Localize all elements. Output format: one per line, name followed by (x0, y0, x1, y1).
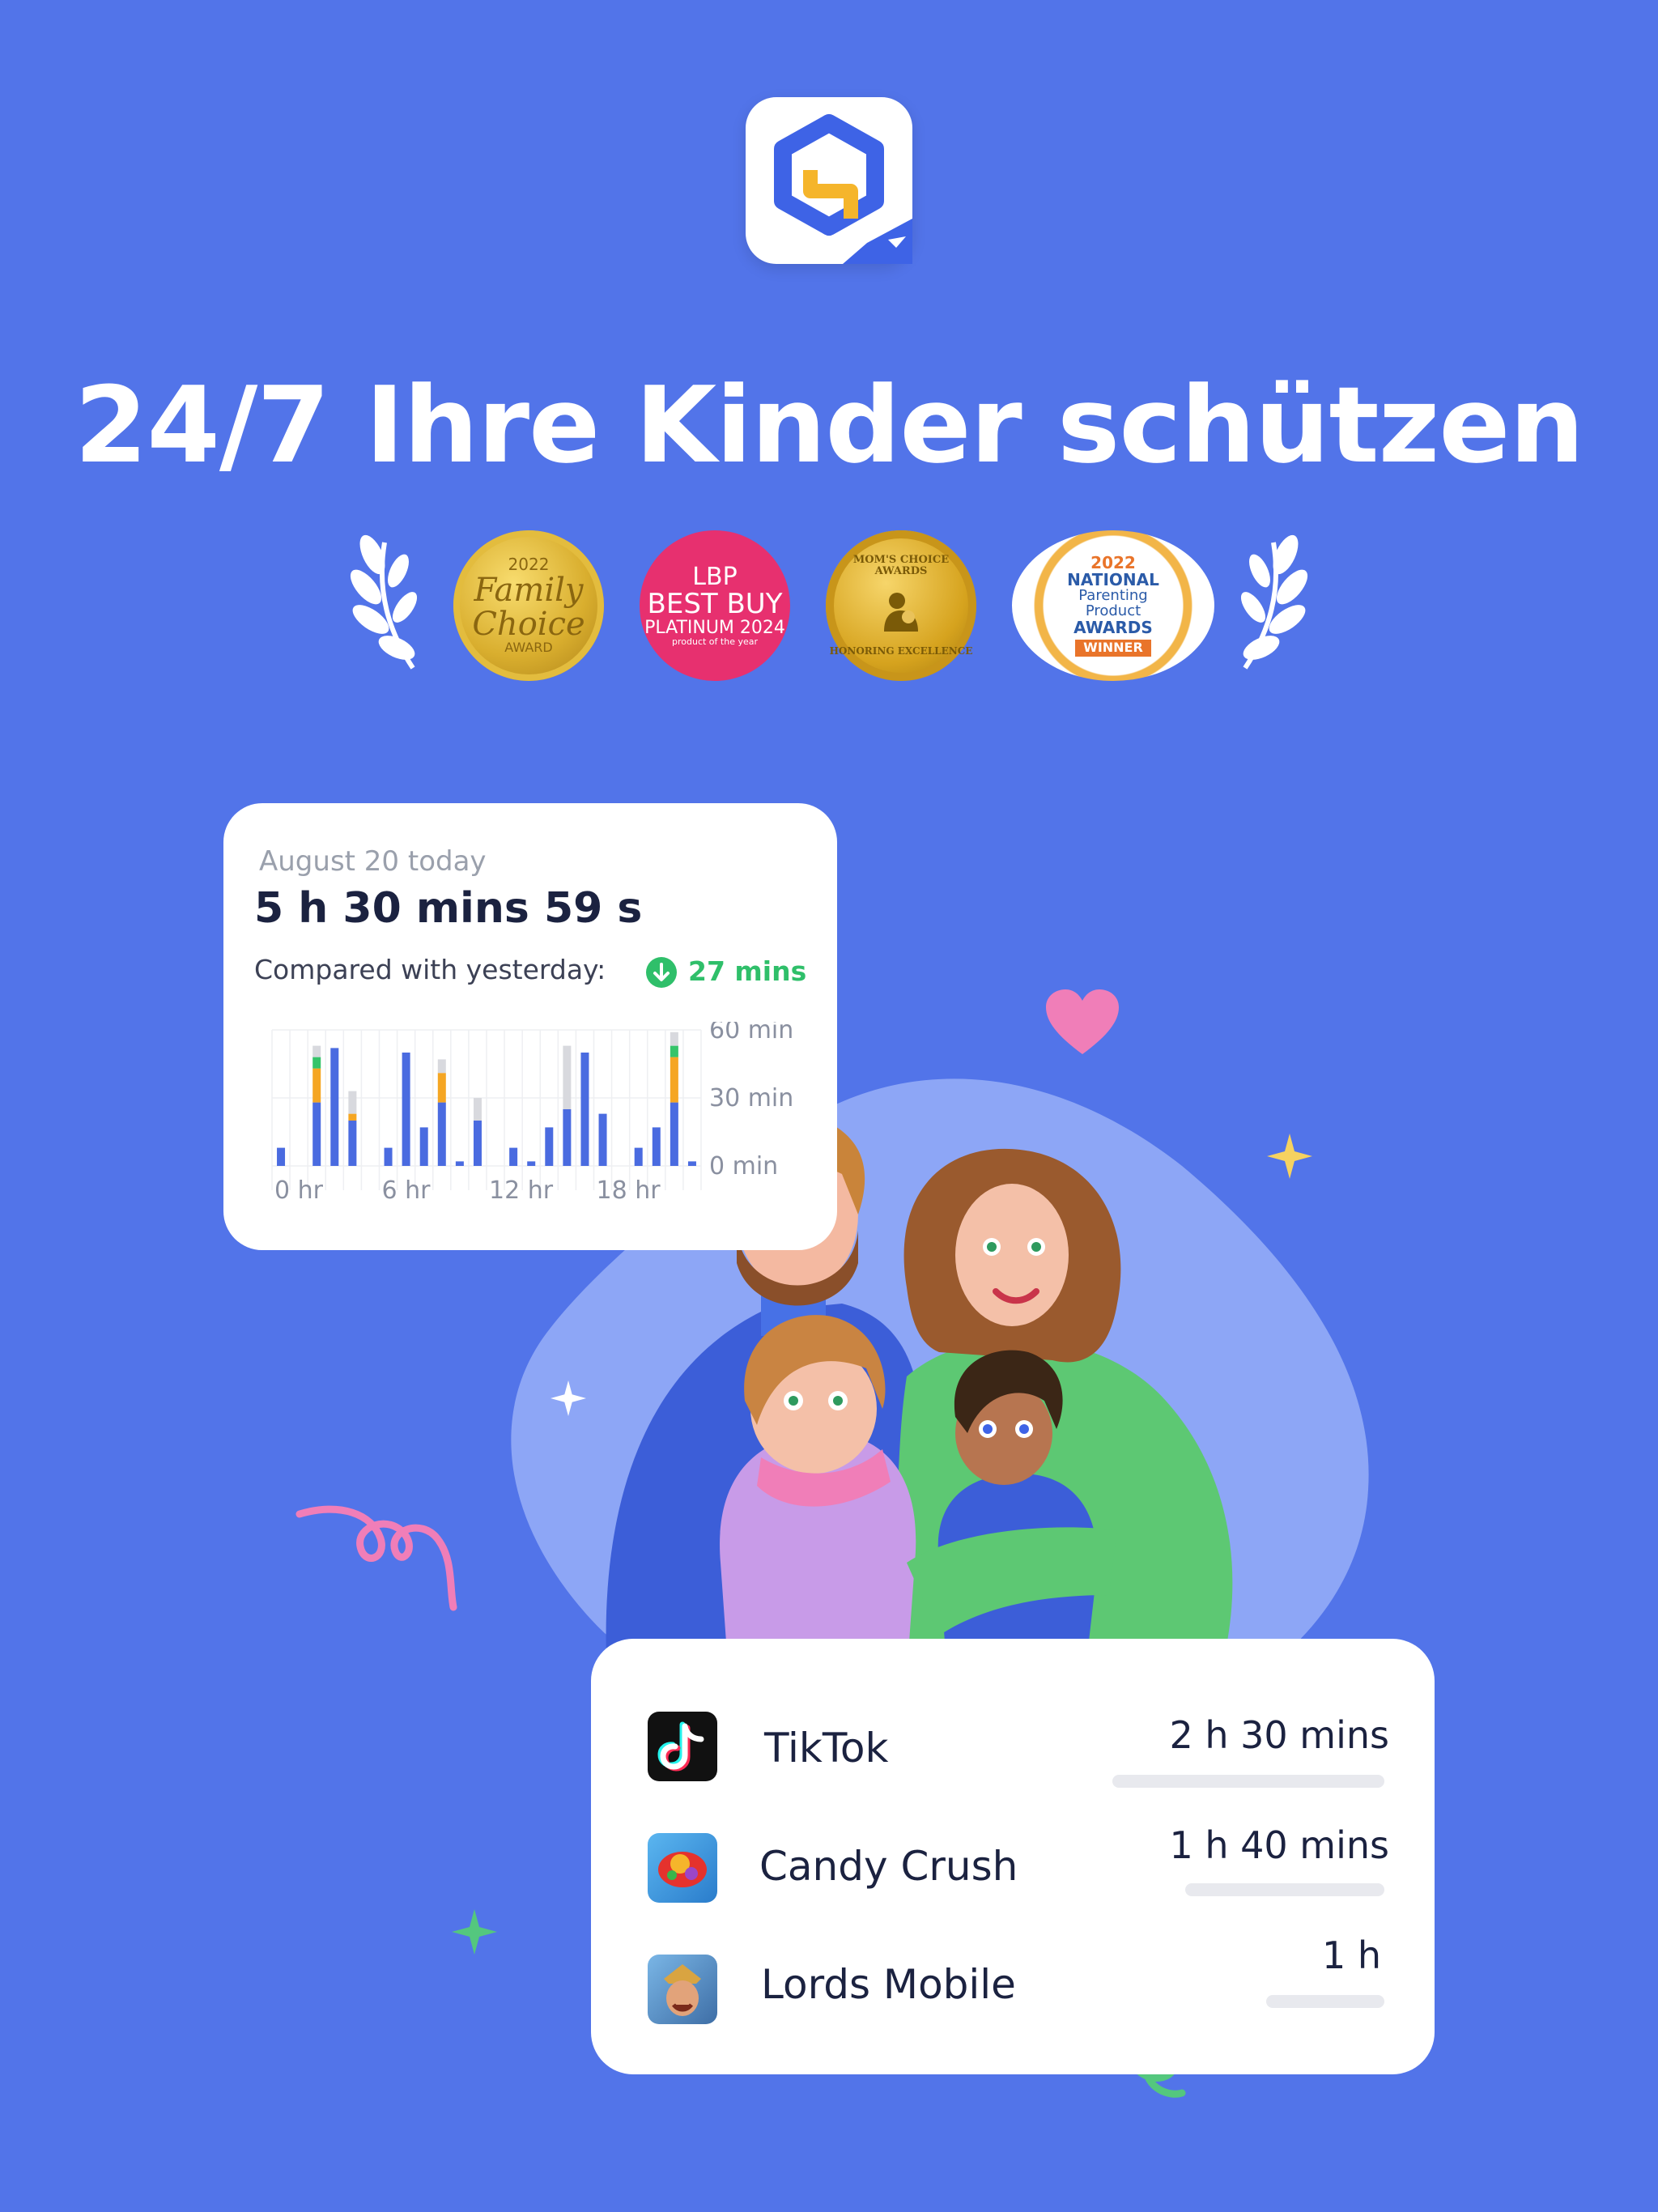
squiggle-pink-icon (295, 1505, 457, 1611)
chart-bar (348, 1113, 357, 1121)
chart-y-tick-label: 0 min (709, 1152, 778, 1180)
stats-compare-label: Compared with yesterday: (254, 954, 606, 985)
chart-bar (670, 1057, 678, 1103)
chart-bar (563, 1045, 572, 1109)
chart-bar (312, 1057, 321, 1069)
chart-bar (598, 1113, 607, 1166)
laurel-left-icon (350, 534, 418, 670)
chart-bar (670, 1032, 678, 1046)
mother-child-icon (884, 593, 918, 632)
sparkle-green-icon (452, 1909, 497, 1955)
chart-bar (545, 1127, 554, 1166)
stats-total-time: 5 h 30 mins 59 s (254, 884, 643, 933)
chart-bar (312, 1102, 321, 1166)
app-logo (746, 97, 912, 264)
app-usage-bar (1185, 1883, 1384, 1896)
app-name-tiktok: TikTok (764, 1725, 889, 1772)
chart-bar (437, 1102, 446, 1166)
award-line: AWARDS (1073, 617, 1153, 637)
chart-bar (473, 1098, 482, 1121)
chart-bar (563, 1109, 572, 1166)
award-line: Product (1085, 602, 1141, 620)
candy-crush-icon (648, 1833, 717, 1903)
app-name-lords-mobile: Lords Mobile (761, 1961, 1016, 2008)
chart-bar (330, 1048, 339, 1166)
award-line: MOM'S CHOICE AWARDS (852, 554, 950, 577)
sparkle-yellow-icon (1267, 1134, 1312, 1179)
chart-bar (312, 1045, 321, 1057)
chart-y-tick-label: 30 min (709, 1084, 793, 1112)
chart-y-tick-label: 60 min (709, 1022, 793, 1044)
award-line: Choice (472, 606, 585, 644)
chart-bar (455, 1161, 464, 1166)
app-usage-bar (1266, 1995, 1384, 2008)
laurel-right-icon (1240, 534, 1308, 670)
chart-x-tick-label: 6 hr (382, 1176, 432, 1205)
award-year: 2022 (508, 555, 550, 575)
award-line: product of the year (672, 636, 758, 648)
arrow-down-icon (646, 957, 677, 988)
chart-bar (670, 1102, 678, 1166)
app-usage-card: TikTok 2 h 30 mins Candy Crush 1 h 40 mi… (591, 1639, 1435, 2074)
usage-bar-chart: 60 min 30 min 0 min 0 hr 6 hr 12 hr 18 hr (271, 1022, 793, 1205)
lbp-best-buy-badge: LBP BEST BUY PLATINUM 2024 product of th… (640, 530, 790, 681)
chart-x-tick-label: 0 hr (274, 1176, 324, 1205)
chart-bar (634, 1147, 643, 1166)
award-year: 2022 (1090, 553, 1136, 573)
screen-time-card: August 20 today 5 h 30 mins 59 s Compare… (223, 803, 837, 1250)
chart-bar (437, 1073, 446, 1103)
shield-logo-icon (774, 114, 912, 264)
tiktok-icon (648, 1712, 717, 1781)
chart-bar (473, 1121, 482, 1166)
app-time-lords-mobile: 1 h (1321, 1933, 1381, 1977)
chart-bar (527, 1161, 536, 1166)
chart-bar (277, 1147, 286, 1166)
moms-choice-award-badge: MOM'S CHOICE AWARDS HONORING EXCELLENCE (826, 530, 976, 681)
app-usage-bar (1112, 1775, 1384, 1788)
family-choice-award-badge: 2022 Family Choice AWARD (453, 530, 604, 681)
chart-bar (384, 1147, 393, 1166)
chart-x-tick-label: 12 hr (489, 1176, 554, 1205)
award-line: Parenting (1078, 587, 1148, 605)
app-time-candy-crush: 1 h 40 mins (1169, 1823, 1389, 1867)
stats-date: August 20 today (259, 845, 487, 878)
award-line: AWARD (504, 640, 553, 656)
chart-bar (312, 1068, 321, 1103)
award-line: Family (474, 572, 584, 610)
chart-bar (437, 1059, 446, 1074)
award-line: BEST BUY (647, 587, 783, 620)
lords-mobile-icon (648, 1955, 717, 2024)
heart-icon (1046, 989, 1119, 1054)
sparkle-white-icon (551, 1380, 586, 1416)
national-parenting-award-badge: 2022 NATIONAL Parenting Product AWARDS W… (1012, 530, 1214, 681)
stats-compare-value: 27 mins (688, 955, 807, 987)
chart-bar (509, 1147, 518, 1166)
chart-bar (670, 1045, 678, 1057)
chart-bar (652, 1127, 661, 1166)
chart-bar (419, 1127, 428, 1166)
app-name-candy-crush: Candy Crush (759, 1843, 1018, 1890)
headline: 24/7 Ihre Kinder schützen (74, 364, 1584, 487)
app-time-tiktok: 2 h 30 mins (1169, 1713, 1389, 1757)
chart-bar (348, 1121, 357, 1166)
chart-bar (580, 1053, 589, 1166)
award-line: PLATINUM 2024 (644, 618, 785, 639)
chart-bar (348, 1091, 357, 1114)
award-line: WINNER (1075, 639, 1151, 657)
chart-bar (402, 1053, 410, 1166)
award-line: NATIONAL (1067, 570, 1159, 590)
chart-x-tick-label: 18 hr (597, 1176, 661, 1205)
chart-bar (687, 1161, 696, 1166)
award-line: HONORING EXCELLENCE (829, 645, 973, 657)
award-line: LBP (692, 563, 738, 592)
